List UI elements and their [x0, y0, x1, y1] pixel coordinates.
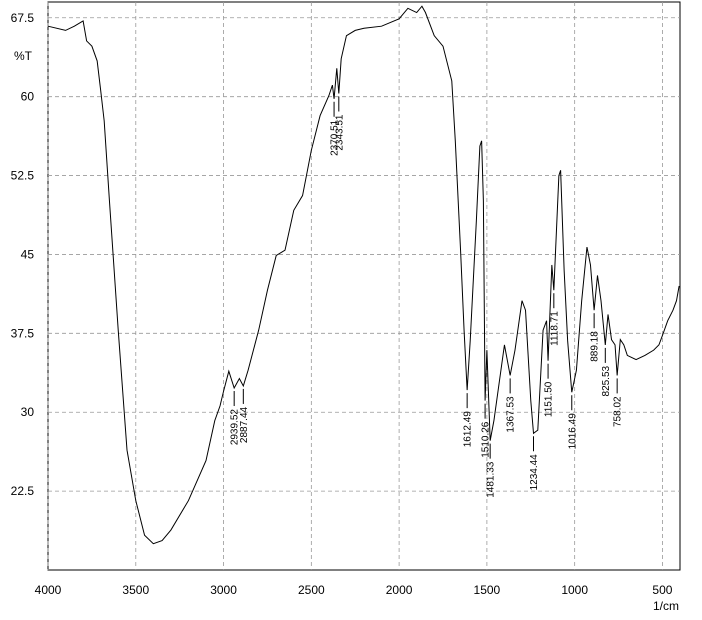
peak-annotation: 1510.26 — [481, 403, 492, 458]
peak-annotation: 2370.51 — [330, 101, 341, 156]
peak-label: 1367.53 — [506, 396, 517, 433]
peak-annotation: 2939.52 — [230, 391, 241, 445]
x-tick-label: 1500 — [474, 583, 501, 597]
peak-label: 1016.49 — [567, 413, 578, 450]
x-tick-label: 2500 — [298, 583, 325, 597]
y-tick-label: 52.5 — [11, 169, 35, 183]
peak-label: 1510.26 — [481, 421, 492, 458]
peak-label: 825.53 — [601, 365, 612, 396]
peak-annotation: 1118.71 — [549, 293, 560, 346]
x-axis-label: 1/cm — [653, 599, 679, 613]
y-axis-label: %T — [14, 49, 33, 63]
peak-annotation: 1481.33 — [486, 443, 497, 498]
peak-annotation: 1151.50 — [544, 363, 555, 417]
peak-label: 889.18 — [590, 331, 601, 362]
peak-annotation: 1016.49 — [567, 395, 578, 449]
y-tick-label: 22.5 — [11, 484, 35, 498]
peak-annotation: 2887.44 — [239, 388, 250, 443]
spectrum-line — [47, 5, 680, 545]
plot-frame — [47, 1, 681, 571]
x-tick-label: 4000 — [35, 583, 62, 597]
y-tick-label: 37.5 — [11, 326, 35, 340]
peak-label: 1234.44 — [529, 454, 540, 491]
peak-annotation: 758.02 — [613, 378, 624, 427]
x-tick-label: 3500 — [122, 583, 149, 597]
x-tick-label: 500 — [652, 583, 672, 597]
y-tick-label: 45 — [21, 247, 35, 261]
x-tick-label: 2000 — [386, 583, 413, 597]
peak-annotation: 889.18 — [590, 313, 601, 362]
peak-annotation: 1612.49 — [463, 393, 474, 447]
peak-label: 2343.51 — [334, 114, 345, 151]
peak-label: 2939.52 — [230, 409, 241, 446]
peak-annotation: 1367.53 — [506, 378, 517, 433]
y-tick-label: 60 — [21, 90, 35, 104]
x-tick-label: 1000 — [561, 583, 588, 597]
peak-label: 2887.44 — [239, 406, 250, 443]
y-tick-label: 67.5 — [11, 11, 35, 25]
peak-label: 1481.33 — [486, 461, 497, 498]
peak-label: 2370.51 — [330, 119, 341, 156]
peak-annotation: 1234.44 — [529, 436, 540, 490]
peak-label: 1612.49 — [463, 411, 474, 448]
peak-annotation: 825.53 — [601, 347, 612, 396]
y-tick-label: 30 — [21, 405, 35, 419]
x-tick-label: 3000 — [210, 583, 237, 597]
peak-label: 1151.50 — [544, 381, 555, 417]
peak-label: 758.02 — [613, 396, 624, 427]
peak-label: 1118.71 — [549, 311, 560, 346]
peak-annotation: 2343.51 — [334, 96, 345, 151]
